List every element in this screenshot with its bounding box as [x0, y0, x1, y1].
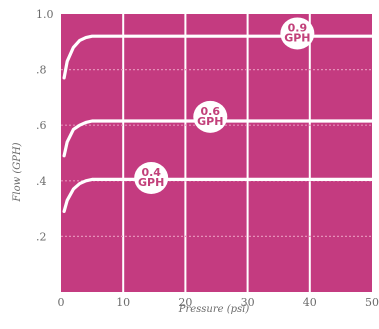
series-badge-bg — [193, 100, 228, 133]
series-label-line: GPH — [284, 31, 310, 44]
x-tick-label: 20 — [178, 296, 192, 309]
plot-background — [61, 14, 372, 292]
x-tick-label: 10 — [116, 296, 130, 309]
y-tick-label: .4 — [36, 175, 47, 188]
series-label-line: GPH — [138, 176, 164, 189]
series-label-line: 0.4 — [141, 166, 161, 179]
series-label-line: 0.6 — [201, 105, 221, 118]
x-tick-label: 30 — [241, 296, 255, 309]
series-badge-bg — [134, 162, 169, 195]
curve-0 — [62, 34, 374, 80]
x-tick-label: 0 — [58, 296, 65, 309]
grid-lines — [61, 14, 372, 292]
x-axis-ticks: 0 10 20 30 40 50 — [58, 296, 379, 309]
flow-curves — [62, 34, 374, 213]
y-tick-label: .2 — [36, 230, 47, 243]
y-tick-label: 1.0 — [36, 8, 54, 21]
y-axis-label: Flow (GPH) — [12, 142, 23, 202]
y-tick-label: .8 — [36, 64, 47, 77]
curve-2 — [62, 177, 374, 213]
x-tick-label: 40 — [303, 296, 317, 309]
y-axis-ticks: .2 .4 .6 .8 1.0 — [36, 8, 54, 243]
series-label-line: GPH — [197, 115, 223, 128]
x-tick-label: 50 — [365, 296, 379, 309]
series-label-line: 0.9 — [288, 21, 308, 34]
series-badge-bg — [280, 17, 315, 50]
curve-1 — [62, 119, 374, 158]
x-axis-label: Pressure (psi) — [178, 304, 250, 315]
y-tick-label: .6 — [36, 119, 47, 132]
